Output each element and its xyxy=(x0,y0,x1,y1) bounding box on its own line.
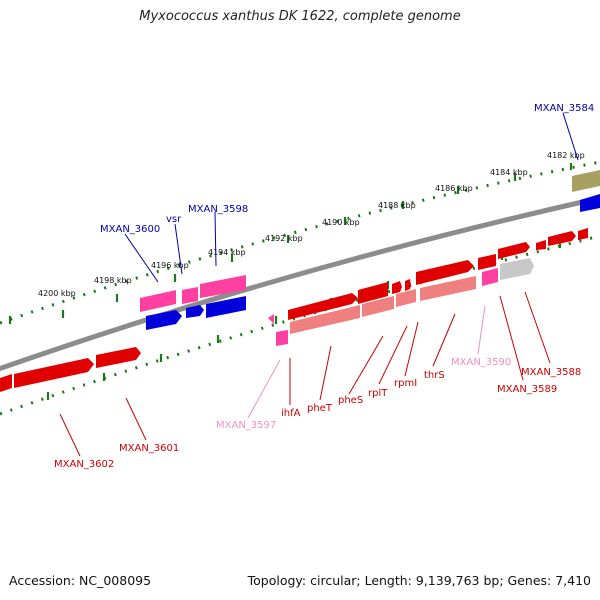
reverse-genes xyxy=(146,170,600,330)
gene-pink-6[interactable] xyxy=(268,314,274,324)
gene-rpmi[interactable] xyxy=(405,279,411,291)
label-mxan-3602[interactable]: MXAN_3602 xyxy=(54,459,114,470)
label-mxan-3590[interactable]: MXAN_3590 xyxy=(451,357,511,368)
gene-pink-2[interactable] xyxy=(182,287,198,304)
gene-olive[interactable] xyxy=(572,170,600,192)
scale-label-4200: 4200 kbp xyxy=(38,289,76,298)
gene-phet[interactable] xyxy=(358,282,388,304)
label-leaders xyxy=(59,112,579,457)
gene-mxan-3600[interactable] xyxy=(146,310,182,330)
gene-mxan-3602[interactable] xyxy=(0,374,12,392)
scale-label-4196: 4196 kbp xyxy=(151,261,189,270)
gene-mxan-3598[interactable] xyxy=(206,296,246,318)
label-mxan-3597[interactable]: MXAN_3597 xyxy=(216,420,276,431)
scale-label-4186: 4186 kbp xyxy=(435,184,473,193)
gene-extra-3[interactable] xyxy=(578,228,588,240)
genome-summary-text: Topology: circular; Length: 9,139,763 bp… xyxy=(247,573,591,588)
gene-mxan-3601-b[interactable] xyxy=(96,347,141,368)
scale-label-4192: 4192 kbp xyxy=(265,234,303,243)
scale-label-4198: 4198 kbp xyxy=(94,276,132,285)
gene-extra-1[interactable] xyxy=(536,240,546,250)
gene-extra-2[interactable] xyxy=(548,231,576,246)
gene-ihfa[interactable] xyxy=(288,293,358,320)
gene-mxan-3584[interactable] xyxy=(580,194,600,212)
gene-mxan-3588[interactable] xyxy=(498,242,530,259)
scale-label-4188: 4188 kbp xyxy=(378,201,416,210)
gene-vsr[interactable] xyxy=(186,305,204,318)
gene-pink-5[interactable] xyxy=(482,268,498,286)
gene-pink-4[interactable] xyxy=(276,330,288,346)
gene-mxan-3601-a[interactable] xyxy=(14,358,94,388)
label-rpmi[interactable]: rpmI xyxy=(394,378,417,389)
label-phes[interactable]: pheS xyxy=(338,395,363,406)
label-mxan-3601[interactable]: MXAN_3601 xyxy=(119,443,179,454)
gene-thrs[interactable] xyxy=(416,260,474,285)
label-rplt[interactable]: rplT xyxy=(368,388,388,399)
genome-title: Myxococcus xanthus DK 1622, complete gen… xyxy=(139,9,461,24)
light-operon xyxy=(290,305,360,334)
label-thrs[interactable]: thrS xyxy=(424,370,445,381)
accession-text: Accession: NC_008095 xyxy=(9,573,152,588)
label-mxan-3598[interactable]: MXAN_3598 xyxy=(188,204,248,215)
label-vsr[interactable]: vsr xyxy=(166,214,182,225)
light-operon-3 xyxy=(396,289,416,307)
scale-label-4190: 4190 kbp xyxy=(322,218,360,227)
label-mxan-3584[interactable]: MXAN_3584 xyxy=(534,103,594,114)
gene-pink-3[interactable] xyxy=(200,275,246,298)
label-mxan-3600[interactable]: MXAN_3600 xyxy=(100,224,160,235)
scale-label-4184: 4184 kbp xyxy=(490,168,528,177)
gray-gene[interactable] xyxy=(500,258,534,280)
genome-backbone xyxy=(0,195,600,372)
scale-label-4182: 4182 kbp xyxy=(547,151,585,160)
highlight-genes xyxy=(140,268,498,346)
gene-rplt[interactable] xyxy=(392,281,402,294)
label-mxan-3588[interactable]: MXAN_3588 xyxy=(521,367,581,378)
forward-genes xyxy=(0,228,588,392)
gene-pink-1[interactable] xyxy=(140,290,176,312)
label-mxan-3589[interactable]: MXAN_3589 xyxy=(497,384,557,395)
scale-label-4194: 4194 kbp xyxy=(208,248,246,257)
label-phet[interactable]: pheT xyxy=(307,403,333,414)
light-operon-2 xyxy=(362,296,394,317)
light-operon-4 xyxy=(420,276,476,301)
label-ihfa[interactable]: ihfA xyxy=(281,408,301,419)
gene-mxan-3589[interactable] xyxy=(478,254,496,270)
